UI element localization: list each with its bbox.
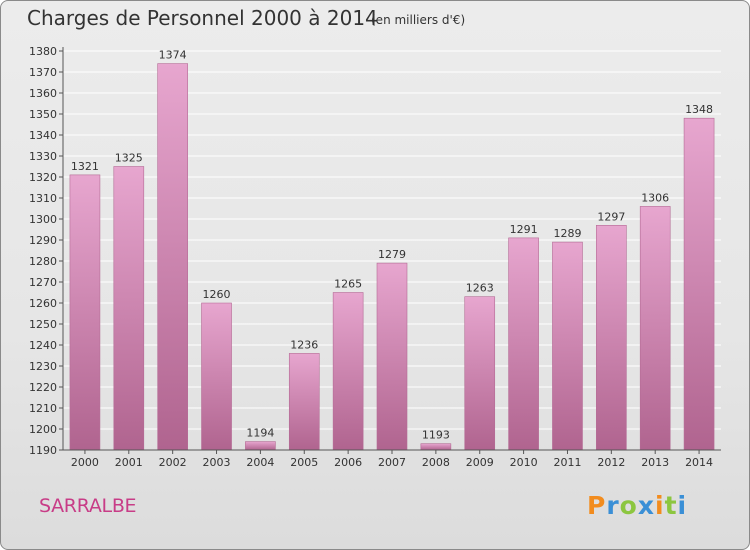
logo-letter: r	[606, 491, 620, 520]
y-tick-label: 1270	[29, 276, 57, 289]
x-tick-label: 2014	[685, 456, 713, 469]
x-tick-label: 2012	[597, 456, 625, 469]
bar-2006	[332, 292, 364, 451]
logo-letter: P	[587, 491, 607, 520]
y-tick-label: 1210	[29, 402, 57, 415]
logo-letter: x	[637, 491, 655, 520]
bar-2012	[596, 225, 627, 451]
bar-value-label: 1194	[246, 427, 274, 440]
x-tick-label: 2011	[553, 456, 581, 469]
x-tick-label: 2010	[510, 456, 538, 469]
y-tick-label: 1200	[29, 423, 57, 436]
y-tick-label: 1280	[29, 255, 57, 268]
commune-name: SARRALBE	[39, 495, 137, 517]
bar-2005	[288, 353, 320, 451]
bar-2013	[639, 206, 671, 451]
x-tick-label: 2000	[71, 456, 99, 469]
bar-2001	[113, 166, 145, 451]
y-tick-label: 1320	[29, 171, 57, 184]
chart-unit: (en milliers d'€)	[371, 13, 466, 27]
bar-2009	[464, 296, 496, 451]
bar-2014	[683, 117, 715, 451]
bar-value-label: 1260	[203, 288, 231, 301]
bar-2011	[552, 241, 583, 451]
x-tick-label: 2006	[334, 456, 362, 469]
bar-value-label: 1193	[422, 429, 450, 442]
x-tick-label: 2005	[290, 456, 318, 469]
x-tick-label: 2001	[115, 456, 143, 469]
y-tick-label: 1250	[29, 318, 57, 331]
bar-2010	[508, 237, 539, 451]
y-tick-label: 1310	[29, 192, 57, 205]
y-tick-label: 1290	[29, 234, 57, 247]
bar-value-label: 1289	[553, 227, 581, 240]
x-tick-label: 2002	[159, 456, 187, 469]
x-tick-label: 2008	[422, 456, 450, 469]
y-tick-label: 1330	[29, 150, 57, 163]
bar-value-label: 1291	[510, 223, 538, 236]
y-tick-label: 1380	[29, 45, 57, 58]
y-tick-label: 1220	[29, 381, 57, 394]
bar-value-label: 1236	[290, 338, 318, 351]
y-tick-label: 1350	[29, 108, 57, 121]
bar-value-label: 1321	[71, 160, 99, 173]
bar-value-label: 1306	[641, 191, 669, 204]
bar-2002	[157, 63, 188, 451]
bar-value-label: 1374	[159, 49, 187, 62]
proxiti-logo: Proxiti	[587, 491, 687, 520]
bar-value-label: 1348	[685, 103, 713, 116]
y-tick-label: 1300	[29, 213, 57, 226]
bar-2000	[69, 174, 101, 451]
bar-2008	[420, 443, 452, 451]
logo-letter: t	[664, 491, 678, 520]
y-tick-label: 1360	[29, 87, 57, 100]
logo-letter: i	[655, 491, 665, 520]
x-tick-label: 2013	[641, 456, 669, 469]
bar-value-label: 1265	[334, 278, 362, 291]
x-tick-label: 2003	[203, 456, 231, 469]
bar-2007	[376, 262, 408, 451]
bar-2003	[201, 302, 232, 451]
x-tick-label: 2007	[378, 456, 406, 469]
x-tick-label: 2004	[246, 456, 274, 469]
axes: 1190 1200 1210 1220 1230 1240 1250 1260 1270 1280…	[29, 45, 721, 469]
chart-title: Charges de Personnel 2000 à 2014	[27, 6, 378, 30]
bar-value-label: 1279	[378, 248, 406, 261]
y-tick-label: 1260	[29, 297, 57, 310]
bars: 1321 1325 1374 1260 1194 1236 1265 1279 1193 1263…	[69, 49, 715, 451]
bar-value-label: 1297	[597, 210, 625, 223]
logo-letter: o	[619, 491, 638, 520]
x-tick-label: 2009	[466, 456, 494, 469]
y-tick-label: 1190	[29, 444, 57, 457]
bar-value-label: 1325	[115, 152, 143, 165]
y-tick-label: 1240	[29, 339, 57, 352]
bar-value-label: 1263	[466, 282, 494, 295]
y-tick-label: 1370	[29, 66, 57, 79]
logo-letter: i	[677, 491, 688, 520]
y-tick-label: 1340	[29, 129, 57, 142]
bar-2004	[245, 441, 276, 451]
y-tick-label: 1230	[29, 360, 57, 373]
